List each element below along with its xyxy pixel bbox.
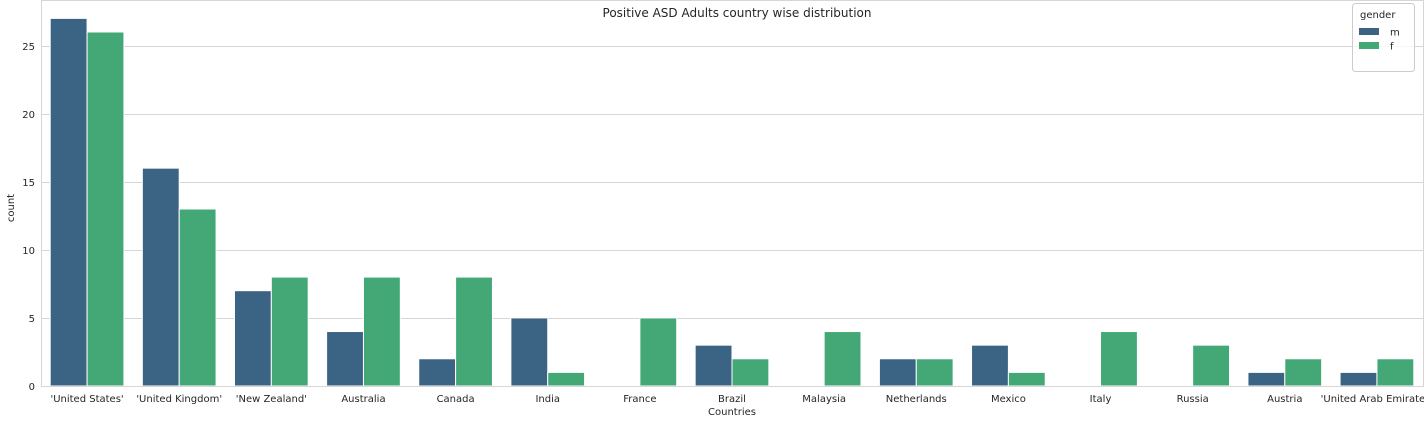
legend-title: gender	[1360, 10, 1396, 21]
y-tick-label: 20	[22, 110, 35, 121]
x-tick-label: Malaysia	[802, 394, 846, 405]
bar-m	[141, 167, 180, 387]
y-tick-label: 5	[29, 314, 35, 325]
chart-title: Positive ASD Adults country wise distrib…	[603, 6, 872, 20]
x-tick-label: Russia	[1177, 394, 1209, 405]
y-axis-label: count	[6, 194, 17, 222]
bar-m	[233, 290, 272, 387]
bar-m	[694, 344, 733, 387]
bar-m	[878, 358, 917, 387]
y-tick-label: 25	[22, 42, 35, 53]
x-tick-label: 'New Zealand'	[236, 394, 307, 405]
y-tick-label: 10	[22, 246, 35, 257]
bar-f	[178, 208, 217, 387]
x-tick-label: Canada	[437, 394, 475, 405]
x-tick-label: 'United States'	[50, 394, 123, 405]
x-tick-label: Australia	[341, 394, 385, 405]
x-tick-label: Brazil	[718, 394, 746, 405]
bar-f	[547, 371, 586, 387]
legend: gender mf	[1352, 3, 1415, 72]
bar-f	[823, 331, 862, 387]
bar-m	[1339, 371, 1378, 387]
bar-f	[362, 276, 401, 387]
legend-box	[1352, 3, 1415, 72]
x-axis-label: Countries	[708, 407, 756, 418]
bar-m	[326, 331, 364, 387]
legend-label-f: f	[1390, 42, 1394, 53]
bar-f	[1192, 344, 1231, 387]
legend-label-m: m	[1390, 28, 1400, 39]
bar-m	[1247, 371, 1286, 387]
bar-m	[510, 317, 549, 387]
x-tick-label: Austria	[1267, 394, 1302, 405]
x-tick-label: Mexico	[991, 394, 1026, 405]
bar-f	[1284, 358, 1323, 387]
x-tick-label: 'United Kingdom'	[136, 394, 222, 405]
bar-f	[1007, 371, 1046, 387]
x-tick-label: Netherlands	[886, 394, 947, 405]
x-tick-label: France	[623, 394, 656, 405]
bar-f	[1100, 331, 1138, 387]
bar-f	[270, 276, 309, 387]
x-tick-label: 'United Arab Emirates'	[1321, 394, 1424, 405]
bar-f	[731, 358, 770, 387]
x-tick-label: Italy	[1090, 394, 1112, 405]
bar-m	[971, 344, 1009, 387]
bar-f	[639, 317, 678, 387]
y-tick-label: 0	[29, 382, 35, 393]
bar-m	[418, 358, 457, 387]
bars	[49, 17, 1415, 387]
x-tick-labels: 'United States' 'United Kingdom' 'New Zeal…	[50, 394, 1424, 405]
bar-f	[915, 358, 954, 387]
bar-f	[1376, 358, 1415, 387]
legend-swatch-f	[1359, 42, 1379, 49]
bar-f	[86, 31, 125, 387]
legend-swatch-m	[1359, 28, 1379, 35]
bar-m	[49, 17, 88, 387]
bar-f	[455, 276, 493, 387]
y-tick-label: 15	[22, 178, 35, 189]
y-tick-labels: 0 5 10 15 20 25	[22, 42, 35, 393]
x-tick-label: India	[535, 394, 560, 405]
